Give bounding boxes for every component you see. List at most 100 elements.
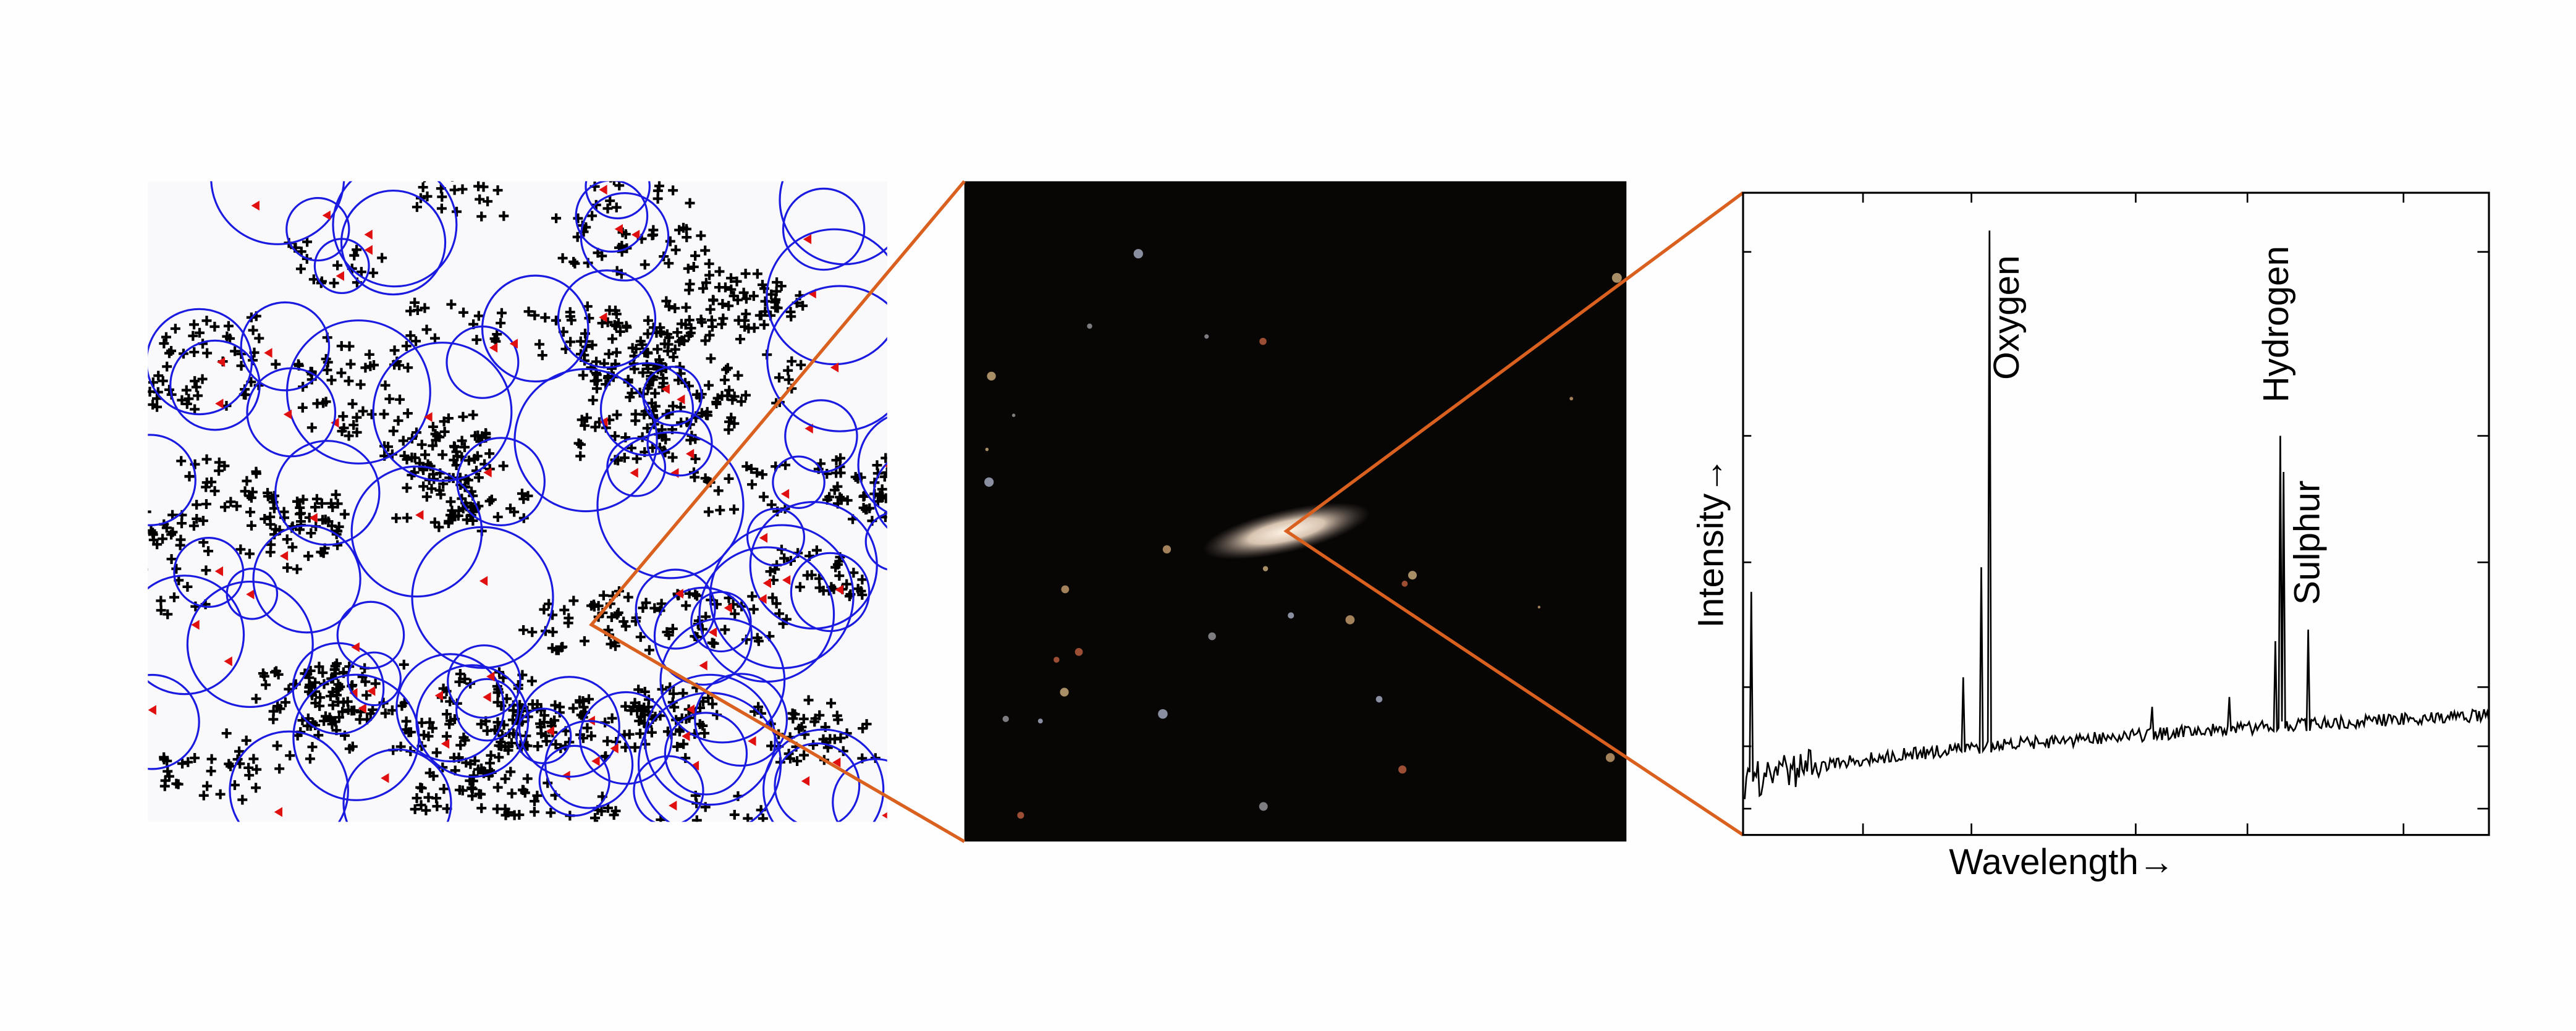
circle bbox=[644, 673, 776, 806]
circle bbox=[148, 308, 253, 416]
star bbox=[984, 477, 994, 487]
circle bbox=[642, 366, 703, 427]
circle bbox=[186, 580, 314, 709]
triangle bbox=[264, 348, 272, 358]
circle bbox=[557, 269, 657, 369]
triangle bbox=[631, 229, 640, 240]
circle bbox=[544, 720, 634, 809]
circle bbox=[694, 673, 788, 767]
circle bbox=[347, 651, 402, 707]
point-cloud bbox=[129, 181, 926, 822]
circle bbox=[709, 524, 855, 670]
triangle bbox=[489, 342, 498, 353]
triangle bbox=[591, 756, 600, 767]
circle bbox=[332, 181, 458, 288]
circle bbox=[285, 196, 350, 262]
circle bbox=[313, 238, 370, 295]
stars bbox=[984, 249, 1622, 819]
triangle bbox=[283, 409, 292, 419]
star bbox=[1611, 272, 1622, 283]
circle bbox=[779, 181, 887, 266]
x-axis-label: Wavelength→ bbox=[1949, 842, 2174, 882]
circle bbox=[698, 546, 835, 683]
zoom-lines bbox=[589, 180, 1744, 843]
circle bbox=[411, 526, 554, 669]
circle bbox=[210, 181, 345, 245]
circle bbox=[169, 339, 261, 431]
circle bbox=[579, 691, 673, 785]
star bbox=[1605, 753, 1615, 762]
circle bbox=[336, 600, 405, 670]
star bbox=[1569, 397, 1573, 401]
star bbox=[1288, 612, 1294, 619]
triangle bbox=[216, 357, 226, 367]
circle bbox=[350, 465, 483, 598]
circle bbox=[252, 524, 361, 634]
triangle bbox=[349, 688, 358, 698]
triangle bbox=[274, 807, 283, 817]
triangle bbox=[759, 532, 768, 543]
circle bbox=[690, 591, 752, 653]
circle bbox=[340, 189, 447, 296]
triangle bbox=[801, 776, 810, 786]
star bbox=[985, 447, 989, 452]
triangle bbox=[279, 550, 289, 561]
triangle bbox=[918, 510, 926, 520]
circle bbox=[415, 664, 530, 778]
circle bbox=[148, 434, 196, 526]
star bbox=[1259, 802, 1268, 811]
star bbox=[1011, 413, 1016, 418]
circle bbox=[575, 181, 649, 253]
circle bbox=[148, 673, 200, 770]
triangle bbox=[724, 603, 732, 613]
triangle bbox=[803, 234, 812, 245]
circle bbox=[447, 644, 522, 719]
y-axis-label: Intensity→ bbox=[1691, 457, 1731, 628]
circle bbox=[395, 653, 505, 763]
star bbox=[1537, 605, 1541, 608]
triangle bbox=[690, 760, 699, 771]
zoom-line bbox=[1283, 191, 1744, 836]
triangle bbox=[677, 394, 685, 405]
star bbox=[1345, 615, 1355, 625]
circle bbox=[857, 416, 887, 513]
star bbox=[1087, 323, 1092, 329]
triangle bbox=[835, 584, 843, 595]
star bbox=[1162, 545, 1172, 553]
circle bbox=[515, 707, 572, 765]
triangle bbox=[434, 691, 443, 701]
triangle bbox=[322, 210, 331, 221]
triangle bbox=[685, 448, 695, 459]
line-label: Hydrogen bbox=[2256, 246, 2296, 403]
triangle bbox=[661, 384, 670, 394]
circle bbox=[766, 285, 887, 432]
circle bbox=[646, 410, 713, 477]
circle bbox=[653, 586, 753, 686]
triangle bbox=[351, 642, 360, 652]
circle bbox=[664, 712, 748, 796]
circle bbox=[782, 187, 866, 271]
circle bbox=[173, 537, 245, 608]
triangle bbox=[246, 589, 255, 600]
triangle bbox=[441, 739, 450, 749]
circle bbox=[596, 431, 745, 579]
triangle bbox=[889, 523, 897, 533]
spectrum bbox=[1744, 230, 2490, 799]
star bbox=[1375, 696, 1383, 703]
circle bbox=[246, 367, 337, 458]
circle bbox=[285, 319, 431, 465]
star bbox=[1133, 249, 1143, 259]
circle bbox=[746, 507, 806, 567]
triangle bbox=[424, 412, 433, 423]
triangle bbox=[780, 489, 790, 499]
circle bbox=[372, 342, 513, 482]
triangle bbox=[699, 660, 707, 671]
circle bbox=[784, 399, 858, 473]
star bbox=[1259, 337, 1267, 345]
circle bbox=[274, 440, 381, 546]
triangle bbox=[129, 494, 137, 503]
triangle bbox=[483, 692, 491, 702]
triangle bbox=[367, 686, 376, 696]
triangle bbox=[546, 726, 554, 736]
